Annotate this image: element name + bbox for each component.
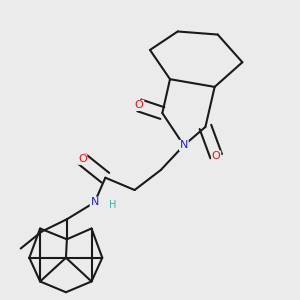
Text: O: O <box>135 100 144 110</box>
Text: N: N <box>90 197 99 207</box>
Text: O: O <box>78 154 87 164</box>
Text: N: N <box>180 140 188 150</box>
Text: O: O <box>212 151 220 161</box>
Text: H: H <box>110 200 117 210</box>
